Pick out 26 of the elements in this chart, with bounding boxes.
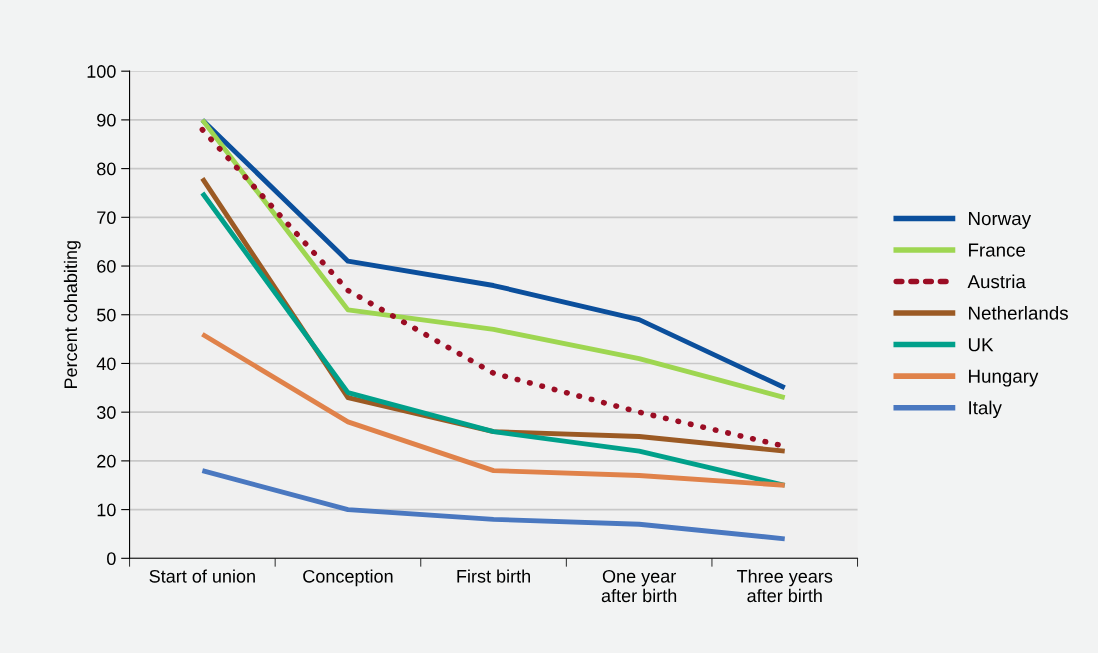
y-tick-label: 30: [96, 406, 116, 419]
y-tick-label: 70: [97, 211, 116, 225]
line-series: [199, 468, 788, 542]
y-tick-label: 100: [87, 65, 116, 78]
line-series: [199, 331, 788, 488]
y-tick-label: 80: [97, 162, 116, 176]
x-tick-label: One year after birth: [601, 569, 677, 603]
y-tick-label: 90: [97, 113, 116, 127]
y-tick-label: 50: [97, 308, 116, 322]
legend-label: Hungary: [969, 369, 1039, 387]
x-tick-label: Conception: [303, 569, 393, 587]
x-tick-label: Three years after birth: [736, 569, 833, 603]
y-tick-label: 0: [107, 552, 116, 566]
legend-label: Netherlands: [969, 306, 1068, 320]
y-tick-label: 20: [97, 454, 116, 468]
y-tick-label: 60: [97, 259, 116, 273]
legend-label: France: [969, 243, 1026, 257]
y-tick-label: 10: [97, 503, 116, 517]
legend-label: UK: [968, 338, 994, 352]
legend-label: Norway: [969, 212, 1032, 229]
legend-label: Italy: [969, 400, 1002, 419]
legend-label: Austria: [967, 274, 1026, 289]
y-axis-title: Percent cohabiting: [63, 241, 81, 389]
y-tick-label: 40: [96, 357, 116, 371]
x-tick-label: Start of union: [149, 569, 255, 583]
x-tick-label: First birth: [457, 569, 530, 583]
